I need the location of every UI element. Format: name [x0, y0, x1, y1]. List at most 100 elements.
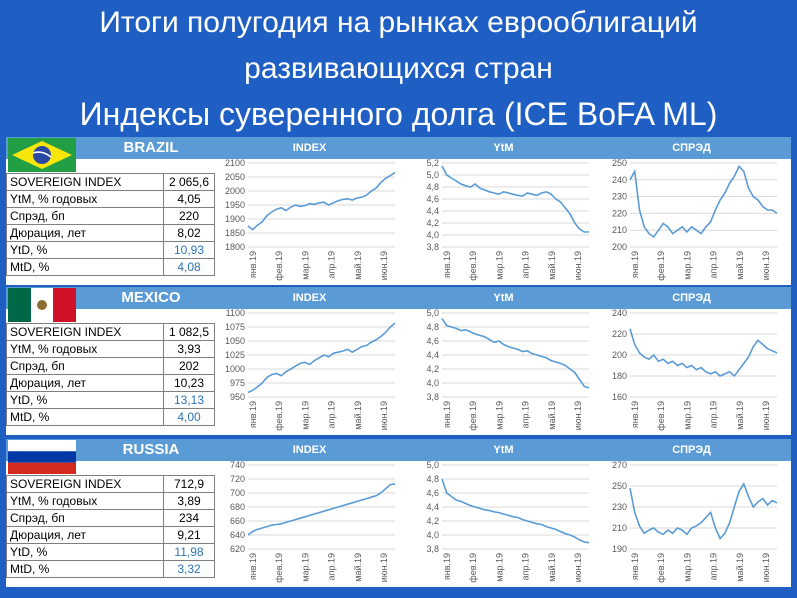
- page-title: Итоги полугодия на рынках еврооблигаций …: [0, 0, 797, 135]
- x-tick-label: апр.19: [709, 251, 719, 278]
- series-line: [629, 165, 778, 239]
- mexico-flag: [8, 288, 76, 322]
- y-tick-label: 3,8: [426, 544, 439, 554]
- x-tick-label: июн.19: [573, 251, 583, 280]
- stat-label: SOVEREIGN INDEX: [6, 323, 164, 341]
- stat-value: 234: [163, 509, 215, 527]
- country-name: RUSSIA: [122, 441, 180, 458]
- table-row: YtD, % 11,98: [6, 543, 215, 561]
- y-tick-label: 4,6: [426, 488, 439, 498]
- series-line: [441, 318, 590, 389]
- stat-label: Спрэд, бп: [6, 207, 164, 225]
- y-tick-label: 1000: [225, 364, 245, 374]
- table-row: Дюрация, лет 10,23: [6, 374, 215, 392]
- y-tick-label: 740: [230, 461, 245, 470]
- y-tick-label: 230: [612, 502, 627, 512]
- x-tick-label: фев.19: [468, 401, 478, 431]
- stat-value: 4,00: [163, 408, 215, 426]
- line-chart: 190 210 230 250 270 янв.19 фев.19 мар.19 апр.19 м…: [612, 461, 778, 583]
- stat-value: 2 065,6: [163, 173, 215, 191]
- x-tick-label: май.19: [353, 251, 363, 280]
- line-chart: 620 640 660 680 700 720 740 янв.19 фев.19 мар.19 а…: [230, 461, 396, 583]
- table-row: SOVEREIGN INDEX 712,9: [6, 475, 215, 493]
- chart-title: INDEX: [292, 142, 327, 154]
- y-tick-label: 1075: [225, 322, 245, 332]
- series-line: [441, 478, 590, 544]
- stat-label: YtM, % годовых: [6, 190, 164, 208]
- y-tick-label: 4,6: [426, 336, 439, 346]
- x-tick-label: мар.19: [300, 251, 310, 280]
- x-tick-label: мар.19: [300, 401, 310, 430]
- x-tick-label: фев.19: [468, 251, 478, 281]
- x-tick-label: фев.19: [656, 401, 666, 431]
- y-tick-label: 220: [612, 208, 627, 218]
- x-tick-label: апр.19: [709, 401, 719, 428]
- section-russia: RUSSIA INDEX YtM СПРЭД SOVEREIGN INDEX 712,9 Y…: [6, 439, 791, 587]
- stat-label: YtD, %: [6, 391, 164, 409]
- y-tick-label: 1900: [225, 214, 245, 224]
- brazil-flag: [8, 138, 76, 172]
- x-tick-label: фев.19: [274, 401, 284, 431]
- chart-title: СПРЭД: [672, 142, 711, 154]
- stat-label: YtM, % годовых: [6, 340, 164, 358]
- stat-label: YtD, %: [6, 543, 164, 561]
- y-tick-label: 5,0: [426, 461, 439, 470]
- chart-brazil-2: 200 210 220 230 240 250 янв.19 фев.19 мар.19 апр.…: [598, 159, 785, 285]
- stat-value: 9,21: [163, 526, 215, 544]
- stat-label: Спрэд, бп: [6, 509, 164, 527]
- x-tick-label: фев.19: [656, 251, 666, 281]
- chart-russia-2: 190 210 230 250 270 янв.19 фев.19 мар.19 апр.19 м…: [598, 461, 785, 587]
- y-tick-label: 230: [612, 192, 627, 202]
- table-row: Дюрация, лет 9,21: [6, 526, 215, 544]
- stat-value: 4,05: [163, 190, 215, 208]
- y-tick-label: 975: [230, 378, 245, 388]
- y-tick-label: 4,2: [426, 218, 439, 228]
- y-tick-label: 4,4: [426, 206, 439, 216]
- stats-table: SOVEREIGN INDEX 712,9 YtM, % годовых 3,89 Сп…: [6, 475, 215, 578]
- x-tick-label: фев.19: [656, 553, 666, 583]
- line-chart: 1800 1850 1900 1950 2000 2050 2100 янв.19 фев.19…: [225, 159, 396, 281]
- table-row: YtM, % годовых 4,05: [6, 190, 215, 208]
- series-line: [247, 322, 396, 394]
- chart-title: YtM: [493, 292, 514, 304]
- x-tick-label: янв.19: [248, 401, 258, 428]
- stats-table: SOVEREIGN INDEX 2 065,6 YtM, % годовых 4,05…: [6, 173, 215, 276]
- x-tick-label: апр.19: [521, 251, 531, 278]
- chart-brazil-0: 1800 1850 1900 1950 2000 2050 2100 янв.19 фев.19…: [216, 159, 403, 285]
- y-tick-label: 1950: [225, 200, 245, 210]
- chart-title: СПРЭД: [672, 444, 711, 456]
- table-row: Спрэд, бп 220: [6, 207, 215, 225]
- x-tick-label: апр.19: [327, 553, 337, 580]
- stat-label: Дюрация, лет: [6, 374, 164, 392]
- y-tick-label: 180: [612, 371, 627, 381]
- x-tick-label: май.19: [547, 251, 557, 280]
- x-tick-label: май.19: [735, 553, 745, 582]
- y-tick-label: 1800: [225, 242, 245, 252]
- x-tick-label: апр.19: [521, 401, 531, 428]
- y-tick-label: 4,0: [426, 378, 439, 388]
- x-tick-label: янв.19: [630, 251, 640, 278]
- stat-value: 3,32: [163, 560, 215, 578]
- x-tick-label: июн.19: [379, 251, 389, 280]
- russia-flag: [8, 440, 76, 474]
- chart-title: INDEX: [292, 292, 327, 304]
- x-tick-label: июн.19: [761, 553, 771, 582]
- russia-flag: [8, 440, 76, 474]
- flag-globe: [33, 146, 51, 164]
- y-tick-label: 160: [612, 392, 627, 402]
- flag-green: [8, 288, 31, 322]
- x-tick-label: май.19: [735, 401, 745, 430]
- x-tick-label: янв.19: [248, 251, 258, 278]
- x-tick-label: фев.19: [274, 251, 284, 281]
- table-row: MtD, % 3,32: [6, 560, 215, 578]
- stat-value: 13,13: [163, 391, 215, 409]
- title-line-3: Индексы суверенного долга (ICE BoFA ML): [79, 96, 718, 132]
- chart-brazil-1: 3,8 4,0 4,2 4,4 4,6 4,8 5,0 5,2 янв.19 фев.19 мар.…: [410, 159, 597, 285]
- x-tick-label: мар.19: [682, 553, 692, 582]
- x-tick-label: мар.19: [682, 251, 692, 280]
- line-chart: 3,8 4,0 4,2 4,4 4,6 4,8 5,0 5,2 янв.19 фев.19 мар.…: [426, 159, 589, 281]
- chart-russia-1: 3,8 4,0 4,2 4,4 4,6 4,8 5,0 янв.19 фев.19 мар.19 а…: [410, 461, 597, 587]
- y-tick-label: 200: [612, 242, 627, 252]
- series-line: [629, 328, 778, 378]
- chart-mexico-1: 3,8 4,0 4,2 4,4 4,6 4,8 5,0 янв.19 фев.19 мар.19 а…: [410, 309, 597, 435]
